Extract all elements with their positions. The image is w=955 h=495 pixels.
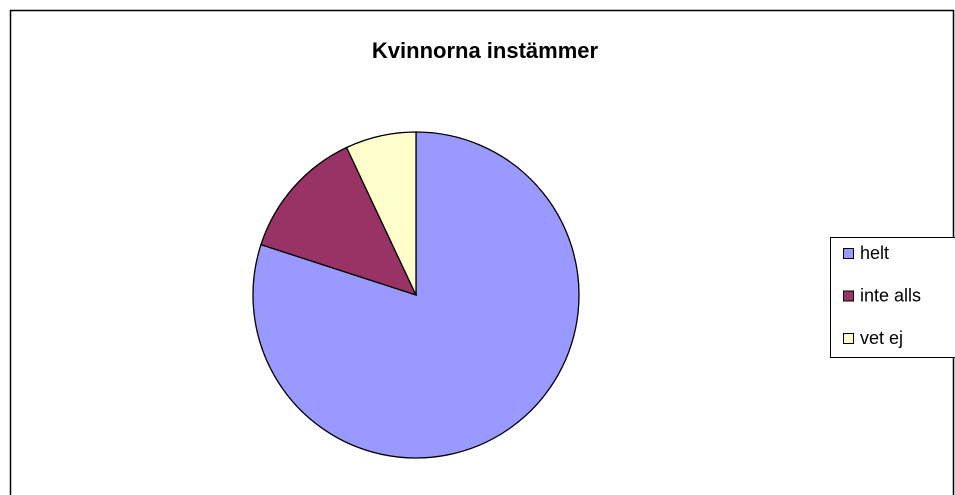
legend-swatch bbox=[843, 290, 854, 302]
pie-slice bbox=[345, 131, 417, 296]
legend-label: inte alls bbox=[860, 285, 921, 305]
legend-label: vet ej bbox=[860, 328, 903, 348]
legend-label: helt bbox=[860, 243, 889, 263]
pie-slice bbox=[260, 146, 418, 297]
pie-slice bbox=[252, 131, 580, 459]
legend-swatch bbox=[843, 333, 854, 344]
chart-title: Kvinnorna instämmer bbox=[372, 38, 599, 63]
legend-swatch bbox=[843, 248, 854, 259]
